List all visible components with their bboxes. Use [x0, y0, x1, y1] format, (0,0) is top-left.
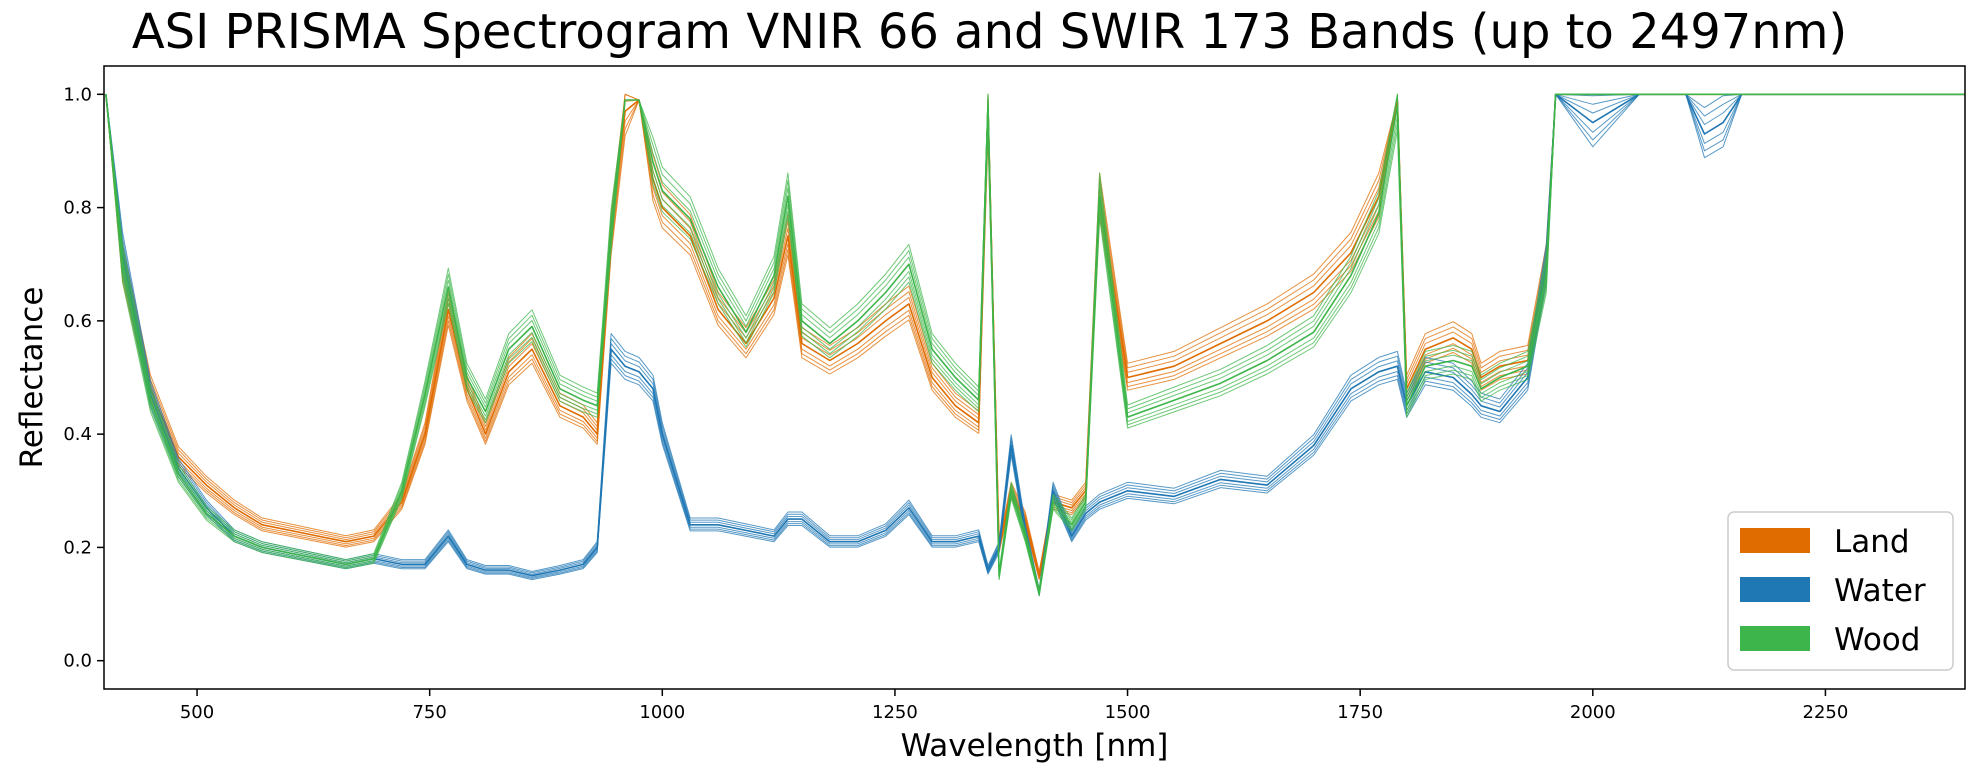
plot-frame	[103, 65, 1966, 690]
series-line-water	[105, 93, 1965, 594]
legend-label-water: Water	[1834, 573, 1926, 609]
x-tick-label: 750	[412, 702, 446, 723]
series-line-water	[105, 93, 1965, 596]
series-line-land	[105, 93, 1965, 572]
series-line-land	[105, 93, 1965, 581]
series-line-wood	[105, 93, 1965, 594]
series-line-land	[105, 93, 1965, 575]
x-tick-label: 1250	[872, 702, 918, 723]
series-water	[105, 93, 1965, 597]
legend-label-wood: Wood	[1834, 622, 1920, 658]
y-tick-label: 0.0	[63, 651, 92, 672]
y-tick-label: 0.6	[63, 311, 92, 332]
series-line-wood	[105, 93, 1965, 590]
series-line-water	[105, 93, 1965, 591]
series-line-water	[105, 93, 1965, 595]
x-tick-label: 1500	[1105, 702, 1151, 723]
series-line-land	[105, 93, 1965, 579]
series-line-wood	[105, 93, 1965, 597]
x-axis-title: Wavelength [nm]	[901, 728, 1169, 764]
y-tick-label: 0.8	[63, 198, 92, 219]
series-line-wood	[105, 93, 1965, 591]
legend-swatch-land	[1740, 528, 1810, 553]
series-line-land	[105, 93, 1965, 578]
y-axis-title: Reflectance	[14, 287, 50, 469]
series-line-wood	[105, 93, 1965, 595]
series-line-land	[105, 93, 1965, 574]
legend-swatch-water	[1740, 577, 1810, 602]
legend-swatch-wood	[1740, 626, 1810, 651]
series-line-land	[105, 93, 1965, 577]
series-land	[105, 93, 1965, 581]
series-wood	[105, 93, 1965, 597]
series-line-water	[105, 93, 1965, 590]
y-tick-label: 0.4	[63, 424, 92, 445]
x-tick-label: 500	[180, 702, 214, 723]
y-tick-label: 0.2	[63, 537, 92, 558]
legend-label-land: Land	[1834, 524, 1910, 560]
x-tick-label: 2000	[1570, 702, 1616, 723]
x-tick-label: 2250	[1803, 702, 1849, 723]
chart-title: ASI PRISMA Spectrogram VNIR 66 and SWIR …	[131, 4, 1848, 60]
series-line-wood	[105, 93, 1965, 596]
x-tick-label: 1000	[639, 702, 685, 723]
series-layer	[105, 93, 1965, 597]
legend: Land Water Wood	[1727, 511, 1954, 671]
x-tick-label: 1750	[1337, 702, 1383, 723]
axis-layer: 500 750 1000 1250 1500 1750 2000 2250 0.0 0.2 0.4 0…	[63, 84, 1848, 723]
series-line-wood	[105, 93, 1965, 592]
series-line-water	[105, 93, 1965, 597]
series-line-water	[105, 93, 1965, 592]
y-tick-label: 1.0	[63, 84, 92, 105]
